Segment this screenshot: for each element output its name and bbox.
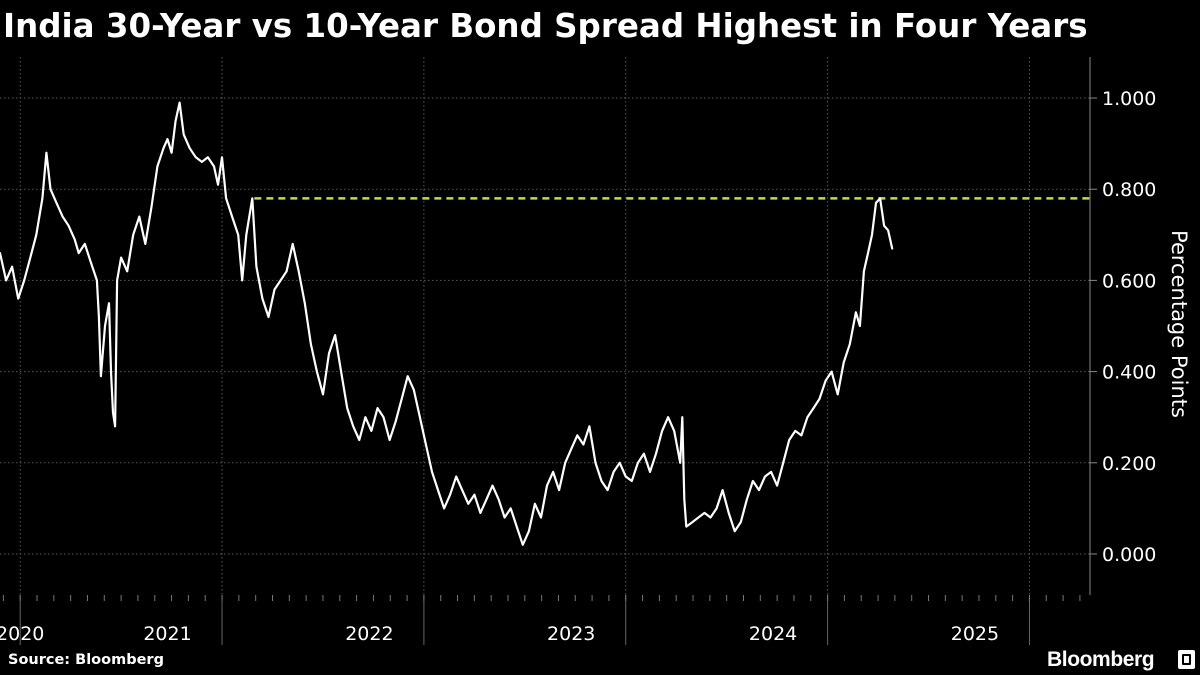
y-tick-label: 0.800 bbox=[1102, 179, 1156, 201]
y-tick-label: 0.000 bbox=[1102, 544, 1156, 566]
x-tick-label: 2023 bbox=[547, 623, 595, 645]
y-axis-label: Percentage Points bbox=[1167, 230, 1191, 418]
chart-title: India 30-Year vs 10-Year Bond Spread Hig… bbox=[3, 7, 1088, 45]
bloomberg-logo: Bloomberg bbox=[1047, 648, 1155, 671]
x-tick-label: 2022 bbox=[345, 623, 393, 645]
spread-series-line bbox=[0, 101, 894, 546]
x-tick-label: 2021 bbox=[143, 623, 191, 645]
y-tick-label: 0.200 bbox=[1102, 453, 1156, 475]
x-tick-label: 2025 bbox=[951, 623, 999, 645]
bloomberg-badge-icon bbox=[1178, 650, 1195, 669]
gridlines bbox=[0, 57, 1090, 595]
y-axis: 0.000 0.200 0.400 0.600 0.800 1.000 bbox=[1089, 57, 1156, 595]
y-tick-label: 0.600 bbox=[1102, 270, 1156, 292]
y-tick-label: 0.400 bbox=[1102, 362, 1156, 384]
x-axis: 2020 2021 2022 2023 2024 2025 bbox=[0, 595, 1081, 645]
series-group bbox=[0, 101, 894, 546]
x-tick-label: 2024 bbox=[749, 623, 797, 645]
y-tick-label: 1.000 bbox=[1102, 88, 1156, 110]
source-note: Source: Bloomberg bbox=[8, 652, 164, 668]
x-tick-label: 2020 bbox=[0, 623, 44, 645]
